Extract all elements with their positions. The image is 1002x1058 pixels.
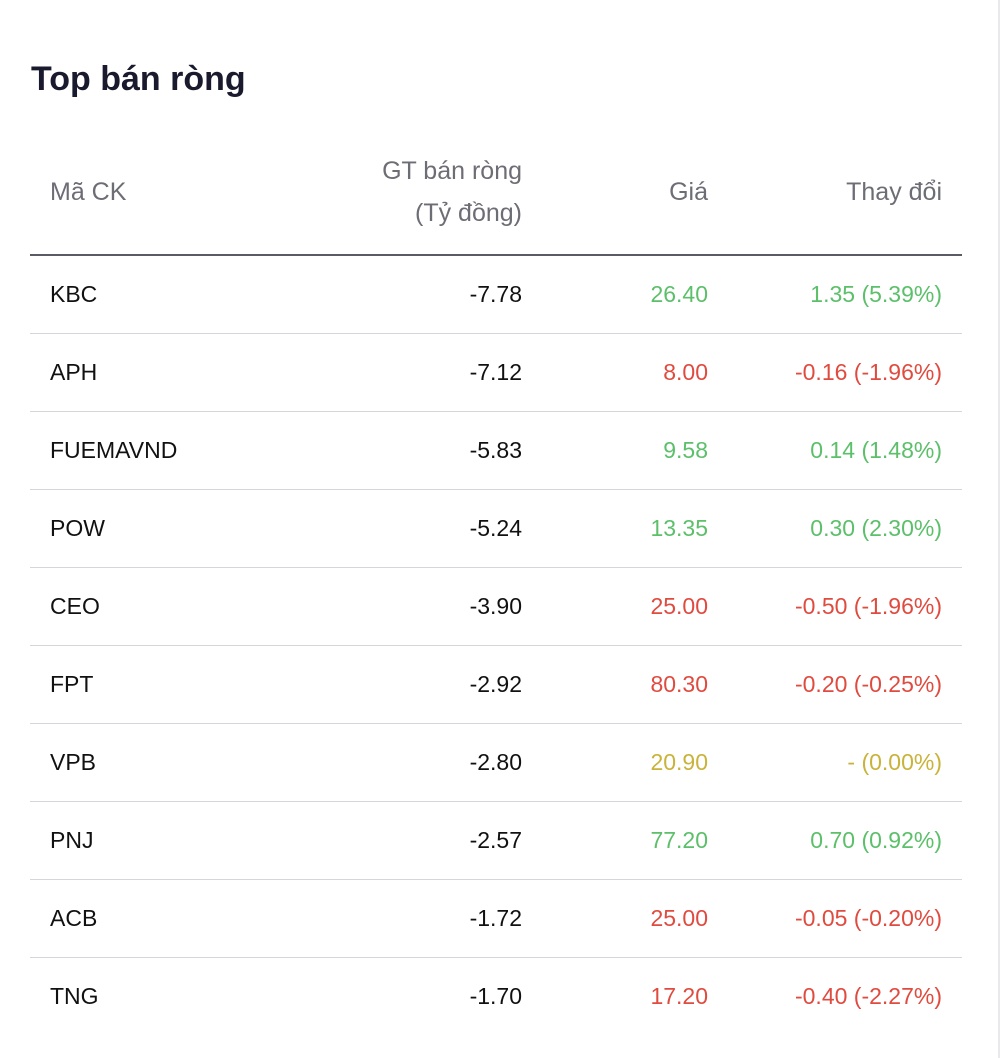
net-sell-value: -1.72 — [469, 905, 522, 931]
column-header-net-sell-value-line1: GT bán ròng — [382, 157, 522, 185]
column-header-net-sell-value-line2: (Tỷ đồng) — [415, 199, 522, 227]
table-row[interactable]: APH -7.12 8.00 -0.16 (-1.96%) — [30, 334, 962, 412]
net-sell-value: -3.90 — [469, 593, 522, 619]
table-row[interactable]: CEO -3.90 25.00 -0.50 (-1.96%) — [30, 568, 962, 646]
net-sell-value: -7.12 — [469, 359, 522, 385]
table-row[interactable]: FPT -2.92 80.30 -0.20 (-0.25%) — [30, 646, 962, 724]
table-row[interactable]: PNJ -2.57 77.20 0.70 (0.92%) — [30, 802, 962, 880]
net-sell-value: -5.24 — [469, 515, 522, 541]
price-change: -0.20 (-0.25%) — [794, 671, 942, 697]
price-change: 1.35 (5.39%) — [810, 281, 942, 307]
price-change: 0.30 (2.30%) — [810, 515, 942, 541]
price: 77.20 — [650, 827, 708, 853]
column-header-code[interactable]: Mã CK — [50, 178, 127, 206]
net-sell-value: -5.83 — [469, 437, 522, 463]
price-change: 0.14 (1.48%) — [810, 437, 942, 463]
table-row[interactable]: FUEMAVND -5.83 9.58 0.14 (1.48%) — [30, 412, 962, 490]
price: 26.40 — [650, 281, 708, 307]
price: 25.00 — [650, 593, 708, 619]
table-row[interactable]: TNG -1.70 17.20 -0.40 (-2.27%) — [30, 958, 962, 1035]
column-header-change[interactable]: Thay đổi — [846, 178, 942, 206]
table-row[interactable]: POW -5.24 13.35 0.30 (2.30%) — [30, 490, 962, 568]
price: 20.90 — [650, 749, 708, 775]
stock-code[interactable]: ACB — [50, 905, 98, 931]
price-change: -0.40 (-2.27%) — [794, 983, 942, 1009]
stock-code[interactable]: CEO — [50, 593, 100, 619]
price: 17.20 — [650, 983, 708, 1009]
price: 25.00 — [650, 905, 708, 931]
price: 13.35 — [650, 515, 708, 541]
stock-code[interactable]: FPT — [50, 671, 94, 697]
stock-code[interactable]: VPB — [50, 749, 97, 775]
price: 80.30 — [650, 671, 708, 697]
net-sell-table: Mã CK GT bán ròng (Tỷ đồng) Giá Thay đổi… — [30, 130, 962, 1035]
column-header-net-sell-value[interactable]: GT bán ròng (Tỷ đồng) — [382, 150, 522, 234]
price: 8.00 — [663, 359, 708, 385]
price-change: -0.16 (-1.96%) — [794, 359, 942, 385]
price-change: 0.70 (0.92%) — [810, 827, 942, 853]
stock-code[interactable]: KBC — [50, 281, 98, 307]
stock-code[interactable]: FUEMAVND — [50, 437, 178, 463]
net-sell-value: -2.80 — [469, 749, 522, 775]
table-row[interactable]: KBC -7.78 26.40 1.35 (5.39%) — [30, 256, 962, 334]
stock-code[interactable]: PNJ — [50, 827, 94, 853]
panel-title: Top bán ròng — [31, 60, 246, 98]
table-header: Mã CK GT bán ròng (Tỷ đồng) Giá Thay đổi — [30, 130, 962, 256]
table-row[interactable]: ACB -1.72 25.00 -0.05 (-0.20%) — [30, 880, 962, 958]
stock-code[interactable]: POW — [50, 515, 105, 541]
net-sell-value: -7.78 — [469, 281, 522, 307]
net-sell-value: -1.70 — [469, 983, 522, 1009]
stock-code[interactable]: TNG — [50, 983, 99, 1009]
price-change: -0.50 (-1.96%) — [794, 593, 942, 619]
table-row[interactable]: VPB -2.80 20.90 - (0.00%) — [30, 724, 962, 802]
price-change: - (0.00%) — [847, 749, 942, 775]
net-sell-value: -2.92 — [469, 671, 522, 697]
stock-code[interactable]: APH — [50, 359, 98, 385]
price: 9.58 — [663, 437, 708, 463]
column-header-price[interactable]: Giá — [669, 178, 708, 206]
net-sell-value: -2.57 — [469, 827, 522, 853]
table-body: KBC -7.78 26.40 1.35 (5.39%) APH -7.12 8… — [30, 256, 962, 1035]
price-change: -0.05 (-0.20%) — [794, 905, 942, 931]
